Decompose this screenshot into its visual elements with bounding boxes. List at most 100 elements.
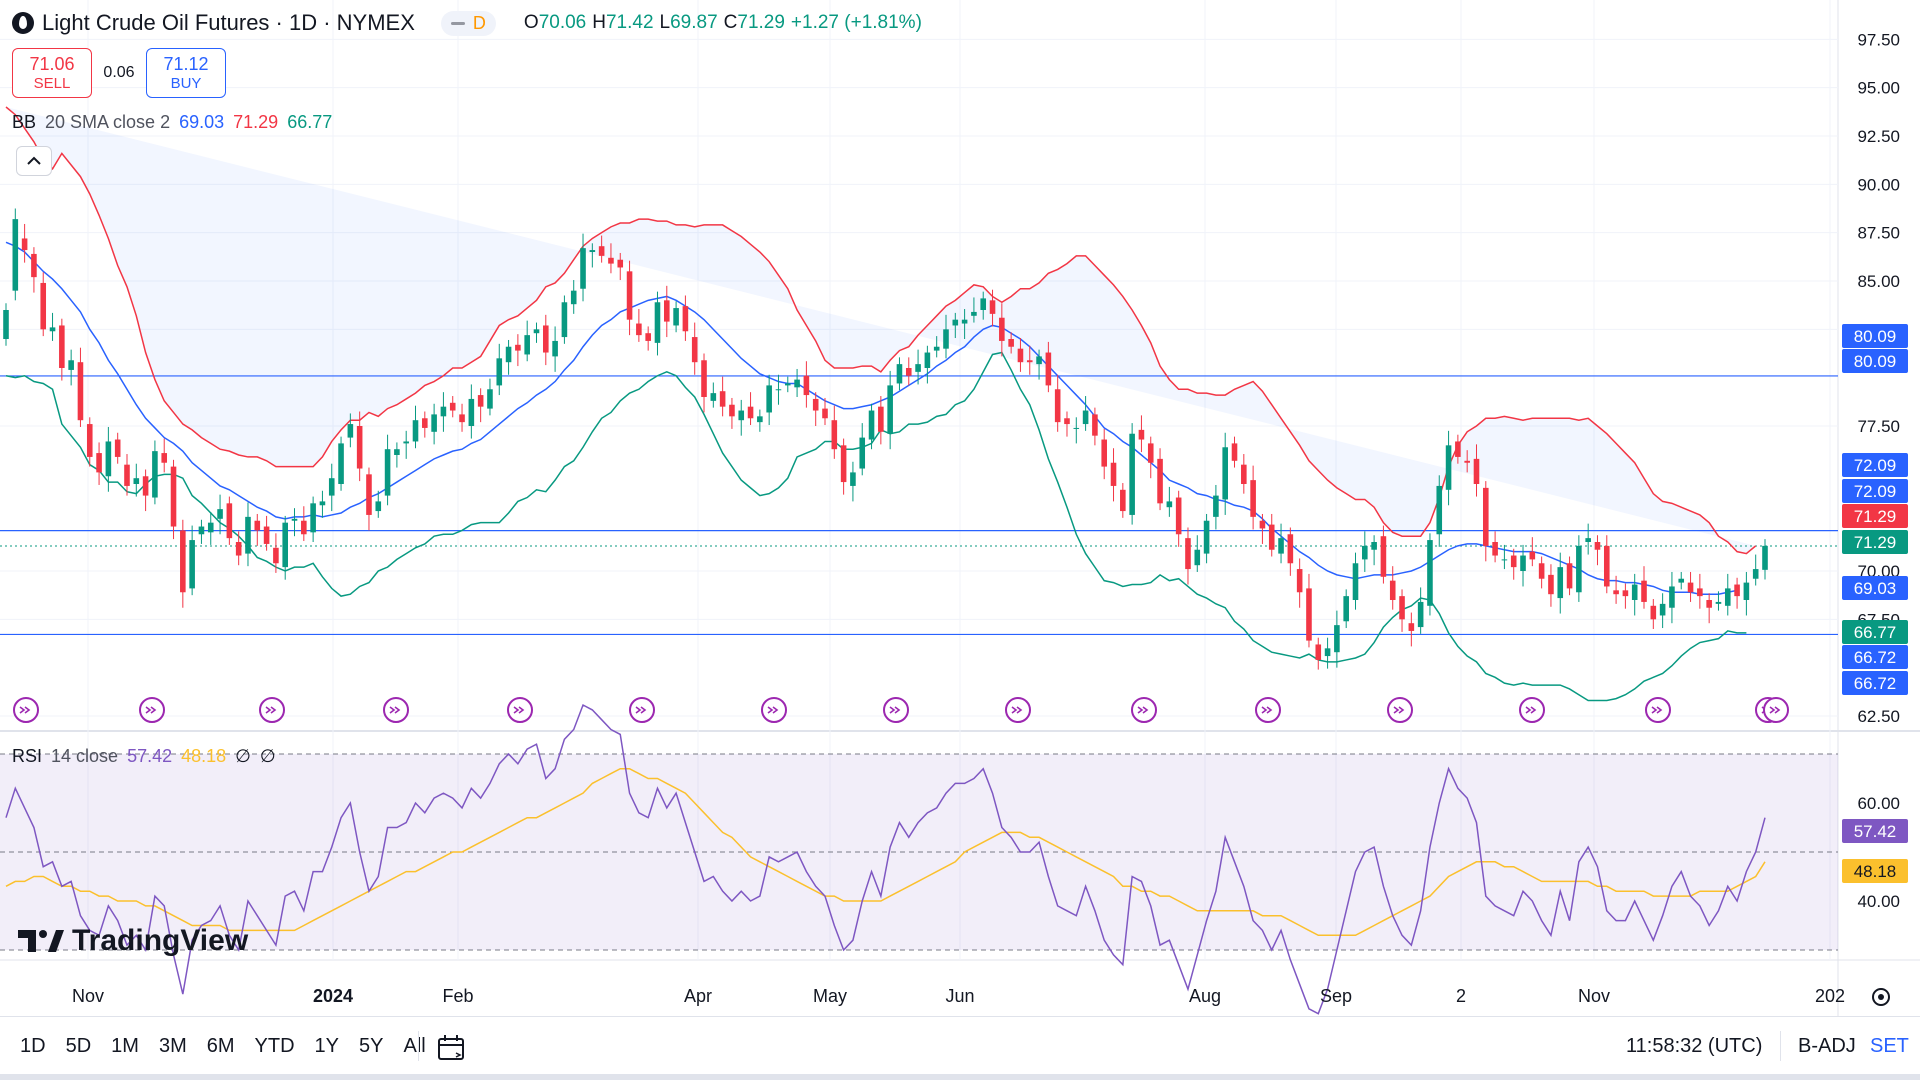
event-marker-arrows xyxy=(1137,706,1149,714)
candle xyxy=(96,453,102,473)
tradingview-logo: TradingView xyxy=(18,924,248,958)
high-value: 71.42 xyxy=(605,12,654,33)
event-marker-icon[interactable] xyxy=(1763,697,1789,723)
candle xyxy=(1389,580,1396,600)
event-marker-icon[interactable] xyxy=(1645,697,1671,723)
b-adj-toggle[interactable]: B-ADJ xyxy=(1798,1035,1856,1057)
candle xyxy=(896,364,903,384)
event-marker-circle xyxy=(1387,697,1413,723)
candle xyxy=(1101,439,1108,467)
candle xyxy=(403,441,409,444)
buy-button[interactable]: 71.12 BUY xyxy=(146,48,226,98)
event-marker-icon[interactable] xyxy=(629,697,655,723)
candle xyxy=(1399,596,1405,620)
toolbar-divider xyxy=(1780,1031,1781,1061)
event-marker-icon[interactable] xyxy=(507,697,533,723)
gear-icon[interactable] xyxy=(1872,988,1890,1006)
event-marker-icon[interactable] xyxy=(1005,697,1031,723)
range-button-1y[interactable]: 1Y xyxy=(314,1035,340,1057)
candle xyxy=(1697,588,1703,597)
candle xyxy=(971,311,977,316)
candle xyxy=(859,437,866,469)
price-label-box: 66.72 xyxy=(1842,671,1908,695)
candle xyxy=(1538,563,1545,579)
rsi-legend[interactable]: RSI 14 close 57.42 48.18 ∅ ∅ xyxy=(12,746,276,767)
collapse-legend-button[interactable] xyxy=(16,146,52,176)
candle xyxy=(273,547,279,564)
candle xyxy=(533,329,540,334)
candle xyxy=(598,246,605,256)
price-label-text: 80.09 xyxy=(1854,327,1897,346)
candle xyxy=(1073,427,1080,429)
candle xyxy=(226,503,233,539)
candle xyxy=(1492,542,1498,556)
range-button-all[interactable]: All xyxy=(403,1035,426,1057)
event-marker-icon[interactable] xyxy=(883,697,909,723)
event-marker-icon[interactable] xyxy=(1131,697,1157,723)
rsi-extra-1: ∅ xyxy=(235,746,251,766)
time-tick-label: 2024 xyxy=(313,986,353,1006)
event-marker-icon[interactable] xyxy=(1255,697,1281,723)
oil-drop-icon xyxy=(12,12,34,34)
time-tick-label: Nov xyxy=(1578,986,1610,1006)
event-marker-icon[interactable] xyxy=(761,697,787,723)
price-tick-label: 95.00 xyxy=(1857,79,1900,98)
range-button-1m[interactable]: 1M xyxy=(111,1035,139,1057)
candle xyxy=(775,389,782,391)
candle xyxy=(1566,563,1573,589)
sell-label: SELL xyxy=(33,74,71,92)
bb-name: BB xyxy=(12,112,37,132)
candle xyxy=(961,319,968,324)
sell-button[interactable]: 71.06 SELL xyxy=(12,48,92,98)
range-button-3m[interactable]: 3M xyxy=(158,1035,187,1057)
event-marker-icon[interactable] xyxy=(1387,697,1413,723)
event-marker-icon[interactable] xyxy=(139,697,165,723)
candle xyxy=(524,335,530,355)
candle xyxy=(952,319,959,326)
event-marker-icon[interactable] xyxy=(1519,697,1545,723)
candle xyxy=(1138,429,1145,440)
time-tick-label: Feb xyxy=(442,986,473,1006)
candle xyxy=(1622,590,1629,597)
candle xyxy=(887,385,893,434)
candle xyxy=(412,420,419,442)
candle xyxy=(124,464,130,486)
range-button-6m[interactable]: 6M xyxy=(206,1035,235,1057)
rsi-value: 57.42 xyxy=(127,746,173,766)
time-tick-label: Jun xyxy=(945,986,974,1006)
candle xyxy=(1166,501,1173,508)
chart-canvas[interactable]: 97.5095.0092.5090.0087.5085.0082.5077.50… xyxy=(0,0,1920,1016)
range-button-ytd[interactable]: YTD xyxy=(254,1035,295,1057)
candle xyxy=(561,302,568,338)
candle xyxy=(719,391,726,407)
price-label-box: 69.03 xyxy=(1842,576,1908,600)
time-tick-label: Sep xyxy=(1320,986,1352,1006)
candle xyxy=(1724,588,1731,606)
event-marker-circle xyxy=(507,697,533,723)
set-toggle[interactable]: SET xyxy=(1870,1035,1909,1057)
bottom-toolbar: 1D 5D 1M 3M 6M YTD 1Y 5Y All 11:58:32 (UTC) B-AD… xyxy=(0,1016,1920,1080)
candle xyxy=(701,360,707,397)
candle xyxy=(1455,441,1461,457)
candle xyxy=(114,439,121,457)
utc-clock[interactable]: 11:58:32 (UTC) xyxy=(1626,1035,1763,1057)
range-button-5y[interactable]: 5Y xyxy=(359,1035,384,1057)
range-button-5d[interactable]: 5D xyxy=(65,1035,92,1057)
price-label-text: 71.29 xyxy=(1854,533,1897,552)
event-marker-icon[interactable] xyxy=(13,697,39,723)
market-status-pill[interactable]: D xyxy=(440,10,496,36)
bb-legend[interactable]: BB 20 SMA close 2 69.03 71.29 66.77 xyxy=(12,112,332,133)
price-label-box: 66.77 xyxy=(1842,620,1908,644)
candle xyxy=(1613,590,1619,595)
candle xyxy=(1268,524,1275,550)
calendar-icon[interactable] xyxy=(436,1033,466,1063)
event-marker-icon[interactable] xyxy=(383,697,409,723)
bb-lower-line xyxy=(5,351,1747,702)
high-label: H xyxy=(592,12,606,33)
range-button-1d[interactable]: 1D xyxy=(20,1035,46,1057)
price-tick-label: 92.50 xyxy=(1857,127,1900,146)
symbol-title[interactable]: Light Crude Oil Futures · 1D · NYMEX xyxy=(42,10,415,35)
candle xyxy=(59,325,65,368)
event-marker-icon[interactable] xyxy=(259,697,285,723)
candle xyxy=(1752,569,1759,579)
